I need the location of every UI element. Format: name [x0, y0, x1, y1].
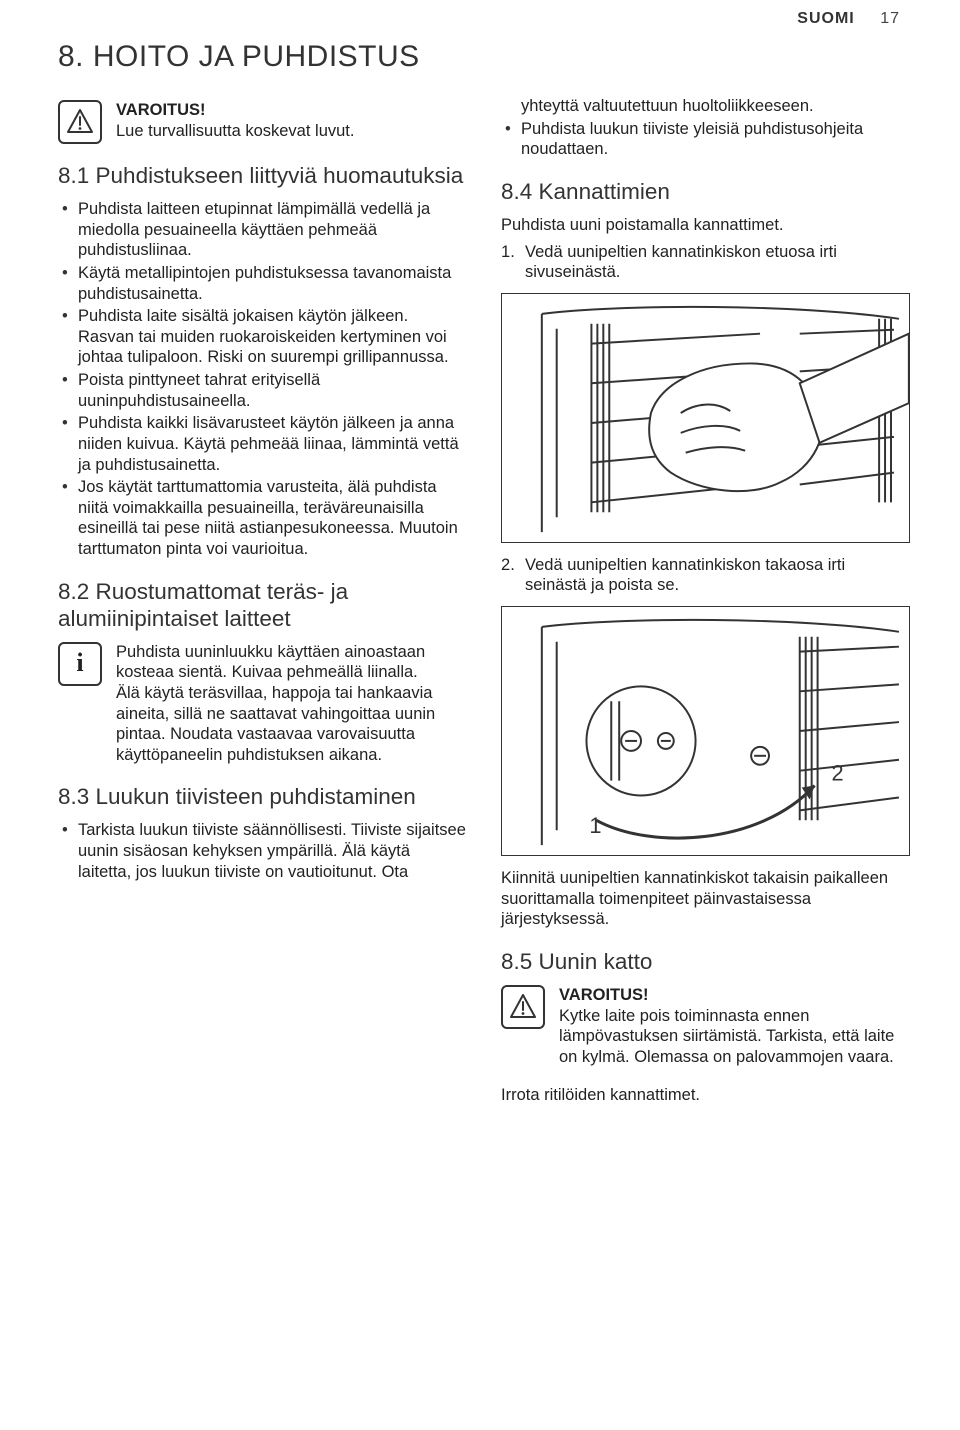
list-item: yhteyttä valtuutettuun huoltoliikkeeseen… [501, 96, 910, 117]
list-item: Puhdista kaikki lisävarusteet käytön jäl… [58, 413, 467, 475]
list-8-1: Puhdista laitteen etupinnat lämpimällä v… [58, 199, 467, 560]
info-block: i Puhdista uuninluukku käyttäen ainoasta… [58, 642, 467, 766]
figure-2: 1 2 [501, 606, 910, 856]
list-item: Tarkista luukun tiiviste säännöllisesti.… [58, 820, 467, 882]
warning-title: VAROITUS! [116, 100, 354, 121]
figure-1 [501, 293, 910, 543]
right-column: yhteyttä valtuutettuun huoltoliikkeeseen… [501, 94, 910, 1112]
header-language: SUOMI [797, 10, 854, 27]
left-column: VAROITUS! Lue turvallisuutta koskevat lu… [58, 94, 467, 1112]
heading-8-3: 8.3 Luukun tiivisteen puhdistaminen [58, 783, 467, 810]
heading-8-2: 8.2 Ruostumattomat teräs- ja alumiinipin… [58, 578, 467, 632]
svg-text:2: 2 [831, 761, 843, 786]
heading-8-4: 8.4 Kannattimien [501, 178, 910, 205]
heading-8-5: 8.5 Uunin katto [501, 948, 910, 975]
page-title: 8. HOITO JA PUHDISTUS [58, 40, 910, 74]
warning-text-2: VAROITUS! Kytke laite pois toiminnasta e… [559, 985, 910, 1068]
list-item: Jos käytät tarttumattomia varusteita, äl… [58, 477, 467, 560]
warning-body: Lue turvallisuutta koskevat luvut. [116, 122, 354, 140]
steps-8-4: Vedä uunipeltien kannatinkiskon etuosa i… [501, 242, 910, 283]
warning-icon [58, 100, 102, 144]
info-icon: i [58, 642, 102, 686]
heading-8-1: 8.1 Puhdistukseen liittyviä huomautuksia [58, 162, 467, 189]
after-8-4: Kiinnitä uunipeltien kannatinkiskot taka… [501, 868, 910, 930]
list-8-3: Tarkista luukun tiiviste säännöllisesti.… [58, 820, 467, 882]
list-cont: yhteyttä valtuutettuun huoltoliikkeeseen… [501, 96, 910, 160]
list-item: Puhdista laite sisältä jokaisen käytön j… [58, 306, 467, 368]
after-8-5: Irrota ritilöiden kannattimet. [501, 1085, 910, 1106]
warning-icon [501, 985, 545, 1029]
warning-title-2: VAROITUS! [559, 985, 910, 1006]
step-2: Vedä uunipeltien kannatinkiskon takaosa … [501, 555, 910, 596]
step-1: Vedä uunipeltien kannatinkiskon etuosa i… [501, 242, 910, 283]
warning-body-2: Kytke laite pois toiminnasta ennen lämpö… [559, 1007, 894, 1066]
page-number: 17 [880, 10, 900, 27]
svg-text:1: 1 [589, 813, 601, 838]
list-item: Puhdista laitteen etupinnat lämpimällä v… [58, 199, 467, 261]
info-text: Puhdista uuninluukku käyttäen ainoastaan… [116, 642, 467, 766]
intro-8-4: Puhdista uuni poistamalla kannattimet. [501, 215, 910, 236]
steps-8-4b: Vedä uunipeltien kannatinkiskon takaosa … [501, 555, 910, 596]
warning-block-2: VAROITUS! Kytke laite pois toiminnasta e… [501, 985, 910, 1068]
warning-block: VAROITUS! Lue turvallisuutta koskevat lu… [58, 100, 467, 144]
list-item: Puhdista luukun tiiviste yleisiä puhdist… [501, 119, 910, 160]
header-lang: SUOMI 17 [797, 10, 900, 28]
warning-text: VAROITUS! Lue turvallisuutta koskevat lu… [116, 100, 354, 141]
list-item: Poista pinttyneet tahrat erityisellä uun… [58, 370, 467, 411]
list-item: Käytä metallipintojen puhdistuksessa tav… [58, 263, 467, 304]
